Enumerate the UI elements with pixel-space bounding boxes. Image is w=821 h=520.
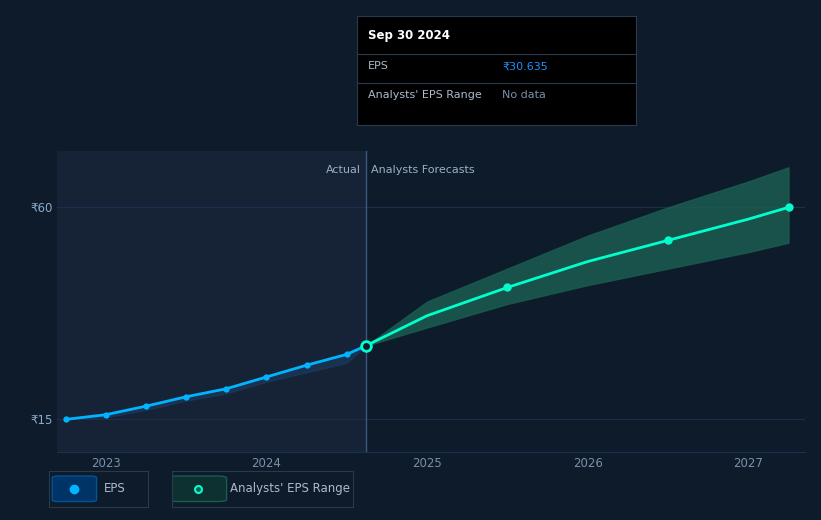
Bar: [57, 151, 366, 452]
Text: EPS: EPS: [369, 61, 389, 71]
Text: Actual: Actual: [326, 165, 361, 175]
FancyBboxPatch shape: [169, 476, 227, 501]
Text: Analysts' EPS Range: Analysts' EPS Range: [369, 90, 482, 100]
Text: EPS: EPS: [103, 483, 125, 495]
Text: Sep 30 2024: Sep 30 2024: [369, 29, 450, 42]
Text: ₹30.635: ₹30.635: [502, 61, 548, 71]
FancyBboxPatch shape: [53, 476, 97, 501]
Text: No data: No data: [502, 90, 546, 100]
Text: Analysts Forecasts: Analysts Forecasts: [371, 165, 475, 175]
Text: Analysts' EPS Range: Analysts' EPS Range: [230, 483, 351, 495]
